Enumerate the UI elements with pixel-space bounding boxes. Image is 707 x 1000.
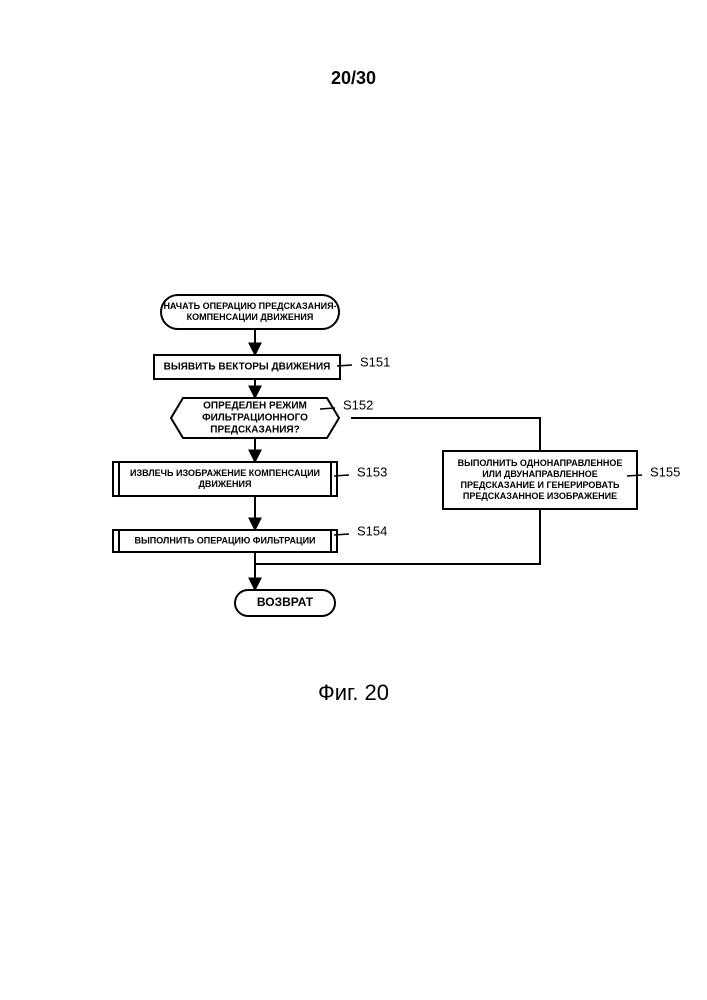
step-label: S151 — [360, 354, 390, 369]
step-label: S153 — [357, 464, 387, 479]
node-text: ИЛИ ДВУНАПРАВЛЕННОЕ — [482, 469, 598, 479]
figure-label: Фиг. 20 — [0, 680, 707, 706]
node-text: ВЫЯВИТЬ ВЕКТОРЫ ДВИЖЕНИЯ — [164, 362, 331, 373]
node-text: ВЫПОЛНИТЬ ОДНОНАПРАВЛЕННОЕ — [458, 458, 623, 468]
node-text: ПРЕДСКАЗАНИЕ И ГЕНЕРИРОВАТЬ — [461, 480, 621, 490]
node-text: ОПРЕДЕЛЕН РЕЖИМ — [203, 401, 307, 412]
node-text: ДВИЖЕНИЯ — [199, 479, 252, 489]
label-leader — [334, 475, 349, 476]
page-root: 20/30 НАЧАТЬ ОПЕРАЦИЮ ПРЕДСКАЗАНИЯ-КОМПЕ… — [0, 0, 707, 1000]
node-text: ПРЕДСКАЗАННОЕ ИЗОБРАЖЕНИЕ — [463, 491, 617, 501]
label-leader — [337, 365, 352, 366]
node-text: ФИЛЬТРАЦИОННОГО — [202, 413, 308, 424]
step-label: S155 — [650, 464, 680, 479]
label-leader — [627, 475, 642, 476]
node-text: НАЧАТЬ ОПЕРАЦИЮ ПРЕДСКАЗАНИЯ- — [163, 301, 336, 311]
label-leader — [320, 408, 335, 409]
node-text: ИЗВЛЕЧЬ ИЗОБРАЖЕНИЕ КОМПЕНСАЦИИ — [130, 468, 320, 478]
node-text: ПРЕДСКАЗАНИЯ? — [210, 425, 299, 436]
step-label: S152 — [343, 397, 373, 412]
label-leader — [334, 534, 349, 535]
node-text: ВЫПОЛНИТЬ ОПЕРАЦИЮ ФИЛЬТРАЦИИ — [134, 535, 315, 545]
flowchart-canvas: НАЧАТЬ ОПЕРАЦИЮ ПРЕДСКАЗАНИЯ-КОМПЕНСАЦИИ… — [0, 0, 707, 1000]
node-text: КОМПЕНСАЦИИ ДВИЖЕНИЯ — [187, 312, 314, 322]
step-label: S154 — [357, 523, 387, 538]
node-text: ВОЗВРАТ — [257, 595, 314, 609]
